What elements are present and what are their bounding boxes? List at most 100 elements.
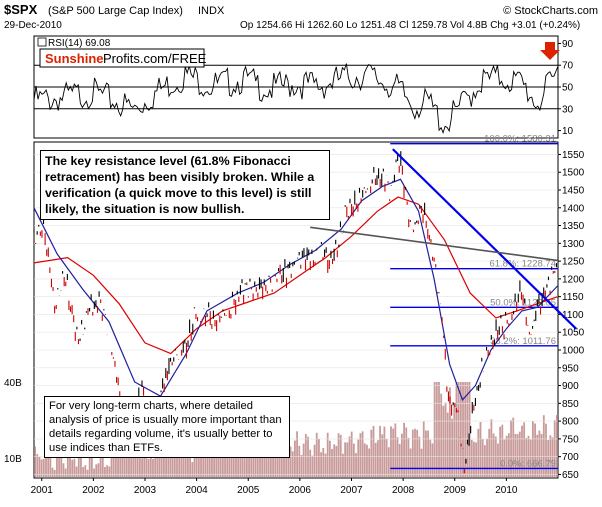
- volume-bar: [368, 448, 371, 477]
- volume-bar: [429, 439, 432, 477]
- volume-bar: [215, 451, 218, 477]
- volume-bar: [542, 415, 545, 477]
- volume-bar: [459, 382, 462, 477]
- volume-bar: [315, 432, 318, 477]
- volume-bar: [379, 425, 381, 477]
- rsi-line: [33, 63, 559, 135]
- price-tick-label-950: 950: [562, 363, 579, 374]
- volume-bar: [296, 431, 298, 477]
- volume-bar: [376, 440, 379, 477]
- volume-bar: [403, 422, 405, 477]
- volume-bar: [355, 453, 357, 477]
- volume-bar: [322, 447, 325, 477]
- volume-bar: [516, 434, 519, 477]
- volume-bar: [141, 458, 143, 477]
- volume-bar: [435, 382, 438, 477]
- volume-bar: [390, 426, 392, 477]
- volume-bar: [77, 455, 80, 477]
- volume-bar: [462, 382, 464, 477]
- volume-bar: [518, 431, 521, 477]
- volume-bar: [490, 419, 493, 477]
- volume-bar: [425, 430, 427, 477]
- red-down-arrow: [540, 42, 560, 60]
- rsi-tick-label-10: 10: [562, 126, 574, 137]
- watermark-brand: Sunshine: [45, 51, 104, 66]
- volume-bar: [110, 449, 113, 477]
- header-ticker: $SPX: [4, 2, 38, 17]
- volume-bar: [241, 439, 244, 477]
- volume-bar: [352, 443, 355, 477]
- header-exchange: INDX: [198, 5, 225, 17]
- volume-bar: [534, 423, 536, 477]
- volume-bar: [93, 468, 95, 477]
- volume-bar: [160, 456, 163, 477]
- volume-bar: [298, 445, 301, 477]
- volume-bar: [507, 433, 510, 477]
- volume-bar: [444, 402, 447, 477]
- volume-bar: [259, 453, 261, 477]
- volume-bar: [165, 444, 167, 477]
- rsi-tick-label-70: 70: [562, 61, 574, 72]
- x-tick-label-2009: 2009: [444, 485, 467, 496]
- volume-bar: [274, 439, 277, 477]
- fib-level-label-0: 100.0%: 1580.31: [484, 134, 556, 145]
- volume-bar: [106, 465, 109, 477]
- header-date: 29-Dec-2010: [4, 20, 62, 31]
- x-tick-label-2005: 2005: [237, 485, 260, 496]
- volume-bar: [269, 454, 272, 477]
- volume-bar: [483, 445, 486, 477]
- volume-bar: [243, 441, 246, 477]
- volume-bar: [108, 466, 111, 477]
- volume-bar: [163, 451, 165, 477]
- volume-bar: [545, 423, 547, 477]
- volume-bar: [34, 446, 36, 477]
- volume-bar: [398, 443, 401, 477]
- price-tick-label-1000: 1000: [562, 346, 585, 357]
- volume-bar: [309, 449, 312, 477]
- volume-bar: [313, 444, 316, 477]
- volume-bar: [440, 393, 443, 477]
- volume-bar: [224, 453, 226, 477]
- volume-bar: [414, 428, 416, 477]
- rsi-tick-label-30: 30: [562, 104, 574, 115]
- annotation-indices: For very long-term charts, where detaile…: [44, 396, 290, 458]
- volume-bar: [213, 449, 216, 477]
- volume-bar: [171, 456, 174, 477]
- volume-bar: [86, 469, 89, 477]
- volume-bar: [540, 434, 543, 477]
- volume-bar: [45, 445, 47, 477]
- price-tick-label-650: 650: [562, 470, 579, 481]
- volume-bar: [383, 426, 386, 477]
- volume-bar: [147, 459, 150, 477]
- fib-level-label-3: 38.2%: 1011.76: [490, 336, 556, 347]
- volume-bar: [278, 444, 281, 477]
- volume-bar: [187, 446, 189, 477]
- volume-bar: [442, 405, 445, 477]
- volume-bar: [455, 382, 458, 477]
- volume-bar: [128, 446, 130, 477]
- x-tick-label-2002: 2002: [82, 485, 105, 496]
- volume-bar: [318, 438, 320, 477]
- volume-bar: [136, 441, 139, 477]
- rsi-title: RSI(14) 69.08: [48, 38, 111, 49]
- volume-bar: [84, 465, 87, 477]
- volume-bar: [427, 430, 429, 477]
- price-tick-label-1150: 1150: [562, 292, 584, 303]
- volume-bar: [405, 427, 408, 477]
- volume-bar: [82, 467, 85, 477]
- volume-bar: [73, 458, 76, 477]
- volume-bar: [431, 443, 434, 477]
- volume-bar: [88, 453, 91, 477]
- volume-bar: [416, 429, 419, 477]
- volume-bar: [56, 447, 58, 477]
- volume-bar: [346, 442, 349, 477]
- volume-bar: [344, 442, 347, 477]
- volume-bar: [64, 468, 67, 477]
- volume-bar: [221, 443, 224, 477]
- trendline-resistance: [310, 226, 558, 262]
- volume-bar: [510, 420, 512, 477]
- volume-bar: [202, 452, 205, 477]
- volume-bar: [361, 431, 364, 477]
- volume-bar: [280, 446, 283, 477]
- volume-bar: [138, 456, 141, 477]
